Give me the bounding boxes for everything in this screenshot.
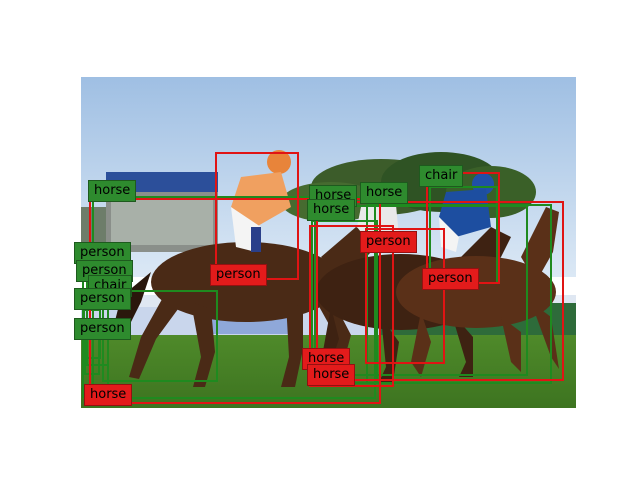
grandstand-billboard [81,172,218,277]
race-photo [81,77,576,408]
